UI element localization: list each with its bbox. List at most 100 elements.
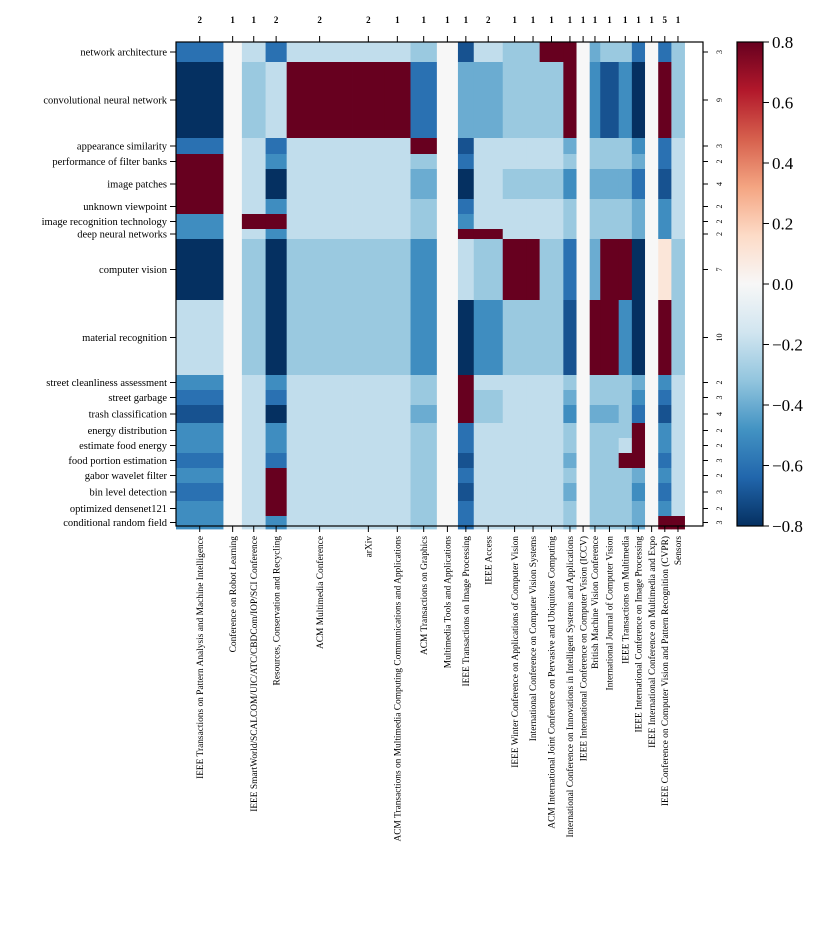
heatmap-cell xyxy=(563,42,577,63)
column-label: IEEE International Conference on Compute… xyxy=(578,536,589,761)
heatmap-cell xyxy=(473,438,504,454)
column-count: 1 xyxy=(230,15,235,25)
heatmap-cell xyxy=(473,483,504,502)
heatmap-cell xyxy=(265,483,288,502)
heatmap-cell xyxy=(352,453,385,469)
heatmap-cell xyxy=(436,423,459,439)
heatmap-cell xyxy=(600,239,620,301)
heatmap-cell xyxy=(436,229,459,240)
heatmap-cell xyxy=(410,138,438,155)
row-label: estimate food energy xyxy=(79,441,168,452)
heatmap-cell xyxy=(352,199,385,215)
heatmap-cell xyxy=(589,468,601,484)
heatmap-cell xyxy=(671,239,685,301)
heatmap-cell xyxy=(563,62,577,139)
heatmap-cell xyxy=(671,229,685,240)
heatmap-cell xyxy=(658,138,672,155)
heatmap-cell xyxy=(436,154,459,170)
colorbar: 0.8 0.6 0.4 0.2 0.0 −0.2 −0.4 −0.6 −0.8 xyxy=(736,33,803,536)
heatmap-cell xyxy=(671,199,685,215)
heatmap-cell xyxy=(410,501,438,517)
heatmap-cell xyxy=(576,468,591,484)
heatmap-cell xyxy=(384,375,411,391)
heatmap-cell xyxy=(526,214,541,230)
heatmap-cell xyxy=(539,390,564,406)
heatmap-cell xyxy=(589,483,601,502)
row-label: network architecture xyxy=(80,48,167,59)
heatmap-cell xyxy=(645,423,659,439)
heatmap-cell xyxy=(618,453,633,469)
heatmap-cell xyxy=(645,468,659,484)
heatmap-cell xyxy=(223,300,243,376)
row-label: street garbage xyxy=(108,393,167,404)
heatmap-cell xyxy=(410,62,438,139)
column-label: Sensors xyxy=(674,536,684,566)
heatmap-cell xyxy=(631,214,646,230)
heatmap-cell xyxy=(176,438,224,454)
row-label: convolutional neural network xyxy=(43,96,167,107)
heatmap-cell xyxy=(526,405,541,424)
heatmap-cell xyxy=(576,390,591,406)
heatmap-cell xyxy=(384,468,411,484)
heatmap-cell xyxy=(384,501,411,517)
heatmap-cell xyxy=(539,300,564,376)
heatmap-cell xyxy=(241,42,266,63)
heatmap-cell xyxy=(286,375,353,391)
heatmap-cell xyxy=(384,423,411,439)
heatmap-cell xyxy=(241,214,266,230)
heatmap-cell xyxy=(286,169,353,200)
heatmap-cell xyxy=(241,468,266,484)
heatmap-cell xyxy=(457,405,475,424)
heatmap-cell xyxy=(176,138,224,155)
heatmap-cell xyxy=(265,405,288,424)
heatmap-cell xyxy=(502,300,527,376)
heatmap-cell xyxy=(539,239,564,301)
heatmap-cell xyxy=(631,300,646,376)
heatmap-cell xyxy=(600,169,620,200)
heatmap-cell xyxy=(241,501,266,517)
heatmap-cell xyxy=(576,300,591,376)
heatmap-cell xyxy=(645,390,659,406)
heatmap-cell xyxy=(618,229,633,240)
row-label: appearance similarity xyxy=(77,142,168,153)
heatmap-cell xyxy=(600,214,620,230)
heatmap-cell xyxy=(265,229,288,240)
heatmap-cell xyxy=(526,229,541,240)
heatmap-cell xyxy=(631,62,646,139)
heatmap-cell xyxy=(645,138,659,155)
heatmap-cell xyxy=(618,214,633,230)
row-count: 3 xyxy=(715,490,724,494)
row-count: 2 xyxy=(715,205,724,209)
heatmap-cell xyxy=(539,453,564,469)
heatmap-cell xyxy=(658,423,672,439)
heatmap-cell xyxy=(502,154,527,170)
row-label: performance of filter banks xyxy=(52,157,167,168)
row-label: energy distribution xyxy=(88,426,168,437)
column-label: Conference on Robot Learning xyxy=(228,536,239,653)
column-count: 1 xyxy=(581,15,586,25)
heatmap-cell xyxy=(384,169,411,200)
heatmap-cell xyxy=(436,483,459,502)
heatmap-cell xyxy=(352,214,385,230)
heatmap-cell xyxy=(265,375,288,391)
colorbar-tick-label: 0.6 xyxy=(772,94,793,113)
heatmap-cell xyxy=(618,154,633,170)
heatmap-cell xyxy=(457,501,475,517)
heatmap-cell xyxy=(589,423,601,439)
heatmap-cell xyxy=(286,423,353,439)
heatmap-cell xyxy=(241,154,266,170)
heatmap-cell xyxy=(600,154,620,170)
heatmap-cell xyxy=(671,169,685,200)
heatmap-cell xyxy=(631,138,646,155)
heatmap-cell xyxy=(352,300,385,376)
heatmap-cell xyxy=(286,453,353,469)
heatmap-cell xyxy=(502,390,527,406)
heatmap-cell xyxy=(631,199,646,215)
heatmap-cell xyxy=(473,300,504,376)
heatmap-cell xyxy=(589,438,601,454)
heatmap-cell xyxy=(631,483,646,502)
heatmap-cell xyxy=(526,239,541,301)
heatmap-cell xyxy=(526,375,541,391)
heatmap-cell xyxy=(502,423,527,439)
